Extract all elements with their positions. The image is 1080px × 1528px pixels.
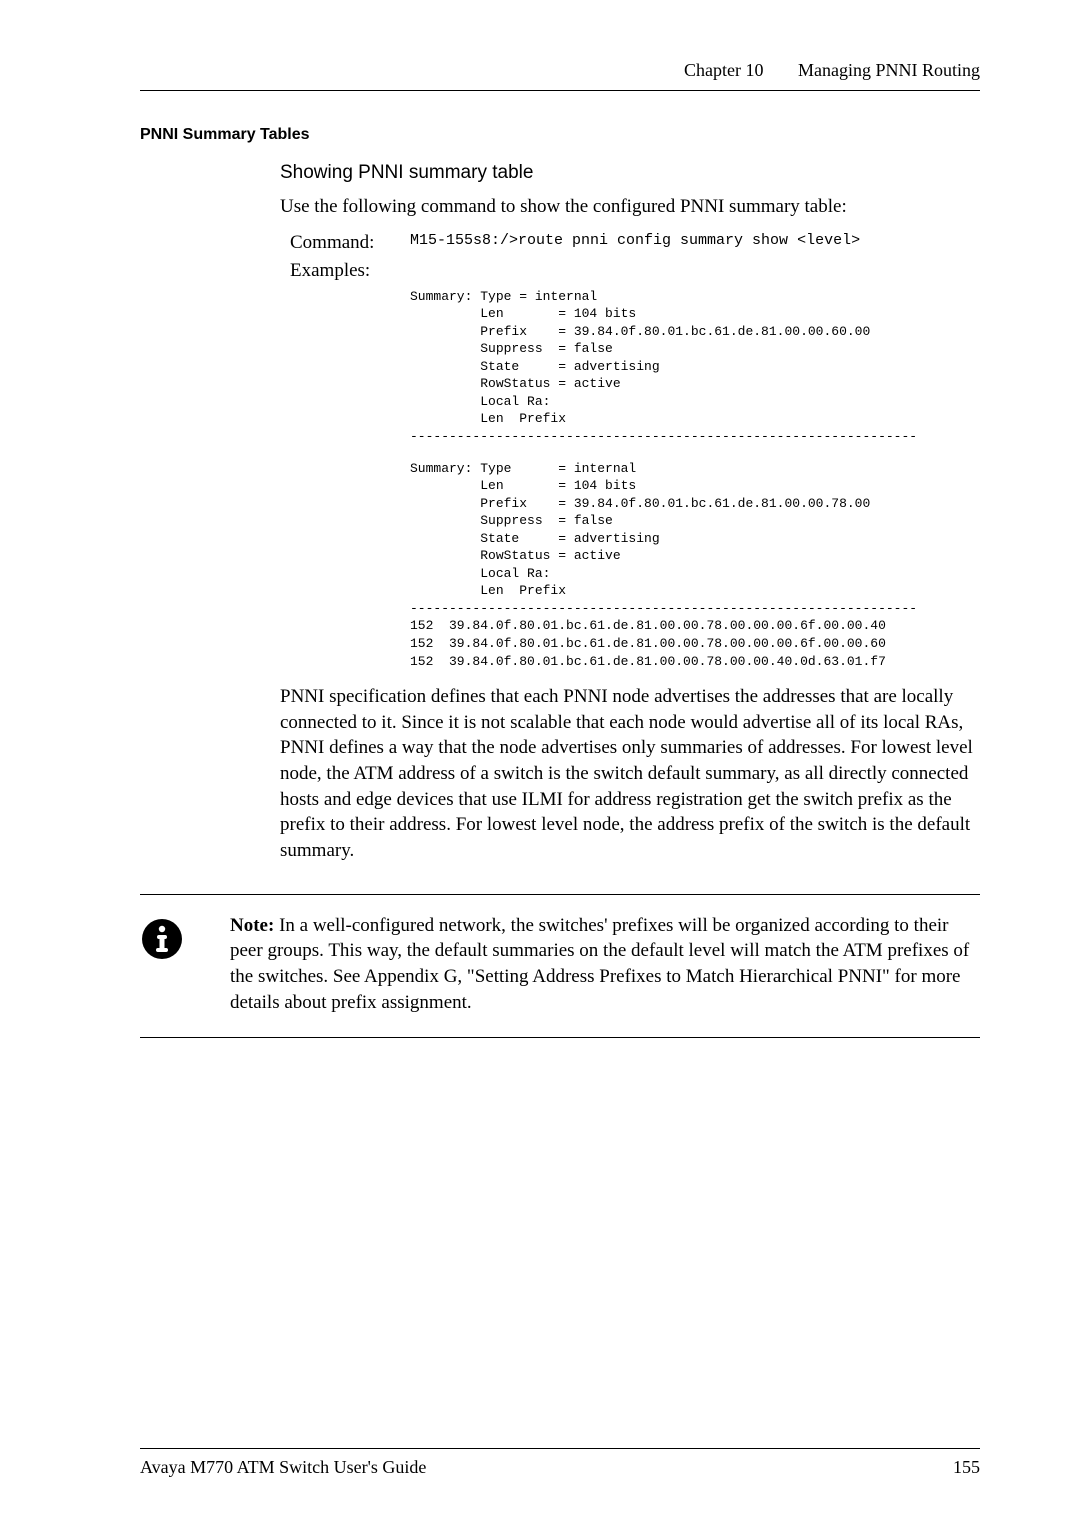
chapter-title: Managing PNNI Routing: [798, 60, 980, 80]
example-block-1: Summary: Type = internal Len = 104 bits …: [410, 288, 980, 446]
examples-label: Examples:: [290, 260, 410, 282]
info-icon: [140, 913, 230, 1016]
header-rule: [140, 90, 980, 91]
page-footer: Avaya M770 ATM Switch User's Guide 155: [140, 1448, 980, 1478]
note-block: Note: In a well-configured network, the …: [140, 894, 980, 1039]
footer-page-number: 155: [953, 1457, 980, 1478]
note-body: In a well-configured network, the switch…: [230, 915, 969, 1013]
command-label: Command:: [290, 232, 410, 254]
chapter-header: Chapter 10 Managing PNNI Routing: [140, 60, 980, 81]
chapter-label: Chapter 10: [684, 60, 763, 80]
note-text: Note: In a well-configured network, the …: [230, 913, 980, 1016]
footer-left: Avaya M770 ATM Switch User's Guide: [140, 1457, 426, 1478]
intro-text: Use the following command to show the co…: [280, 194, 980, 220]
note-label: Note:: [230, 915, 274, 936]
command-text: M15-155s8:/>route pnni config summary sh…: [410, 232, 980, 254]
example-block-2: Summary: Type = internal Len = 104 bits …: [410, 460, 980, 671]
sub-heading: Showing PNNI summary table: [280, 162, 980, 184]
subsection: Showing PNNI summary table Use the follo…: [280, 162, 980, 670]
section-heading: PNNI Summary Tables: [140, 126, 980, 144]
command-row: Command: M15-155s8:/>route pnni config s…: [290, 232, 980, 254]
examples-row: Examples:: [290, 260, 980, 282]
body-paragraph: PNNI specification defines that each PNN…: [280, 684, 980, 863]
